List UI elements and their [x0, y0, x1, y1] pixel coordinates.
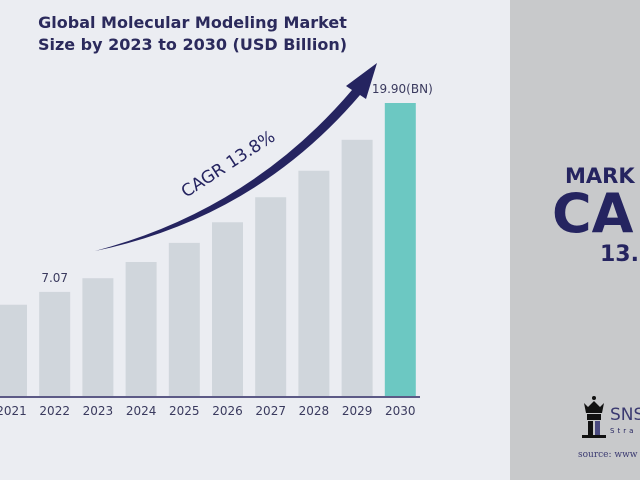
panel-market-label: MARK	[565, 164, 635, 188]
bar-2025	[168, 242, 200, 396]
panel-cagr-value: 13.8	[600, 242, 640, 267]
source-text: source: www	[578, 450, 638, 460]
cagr-annotation: CAGR 13.8%	[178, 127, 279, 202]
x-tick-2026: 2026	[212, 404, 243, 418]
data-label-2022: 7.07	[41, 271, 68, 285]
bar-chart: 2021 2022 7.07 2023 2024 2025 2026 2027 2028 2029…	[0, 63, 433, 418]
x-tick-2024: 2024	[126, 404, 157, 418]
chart-title-line-2: Size by 2023 to 2030 (USD Billion)	[37, 35, 348, 54]
bar-2023	[82, 278, 114, 396]
logo-text: SNS	[610, 405, 640, 425]
bar-2022	[39, 291, 71, 396]
x-tick-2022: 2022	[39, 404, 70, 418]
x-tick-2021: 2021	[0, 404, 27, 418]
logo-subtext: Stra	[610, 427, 637, 435]
chart-title: Global Molecular Modeling Market Size by…	[0, 12, 385, 56]
data-label-2030: 19.90(BN)	[372, 82, 433, 96]
x-tick-2023: 2023	[83, 404, 114, 418]
bar-2029	[341, 139, 373, 396]
x-tick-2028: 2028	[299, 404, 330, 418]
x-tick-2030: 2030	[385, 404, 416, 418]
x-tick-2029: 2029	[342, 404, 373, 418]
bar-2024	[125, 262, 157, 396]
chess-rook-logo-icon	[582, 396, 606, 438]
x-tick-2027: 2027	[255, 404, 286, 418]
bar-2021	[0, 304, 27, 396]
bar-2026	[212, 222, 243, 396]
x-tick-2025: 2025	[169, 404, 200, 418]
bar-2027	[255, 197, 287, 396]
bar-2028	[298, 170, 330, 396]
chart-title-line-1: Global Molecular Modeling Market	[38, 13, 347, 32]
side-panel: MARK CA 13.8 SNS Stra source: www	[510, 0, 640, 480]
panel-cagr-label: CA	[552, 182, 634, 245]
bar-2030	[384, 103, 416, 396]
